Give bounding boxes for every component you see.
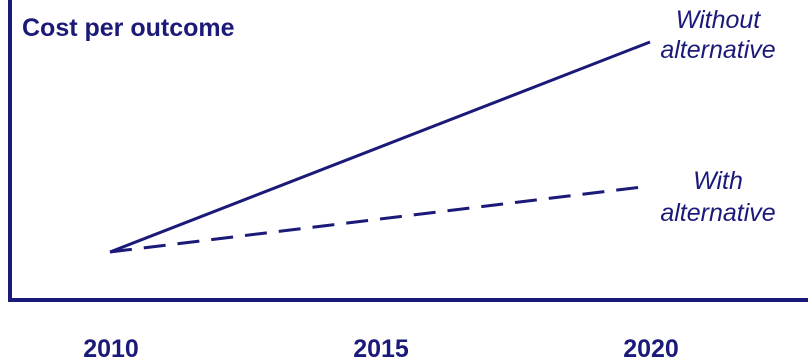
series-line-without-alternative [109,40,651,254]
x-tick-label: 2015 [353,335,409,360]
series-group [109,40,651,254]
series-label-line: With [693,167,743,195]
series-label-line: alternative [660,199,775,227]
series-label-line: Without [676,6,762,34]
series-label-without-alternative: Without alternative [660,6,775,64]
x-tick-labels: 2010 2015 2020 [83,335,679,360]
series-label-with-alternative: With alternative [660,167,775,227]
x-tick-label: 2010 [83,335,139,360]
series-label-line: alternative [660,36,775,64]
chart-title: Cost per outcome [22,14,235,42]
x-tick-label: 2020 [623,335,679,360]
axes [8,0,808,302]
series-line-with-alternative [109,184,651,254]
